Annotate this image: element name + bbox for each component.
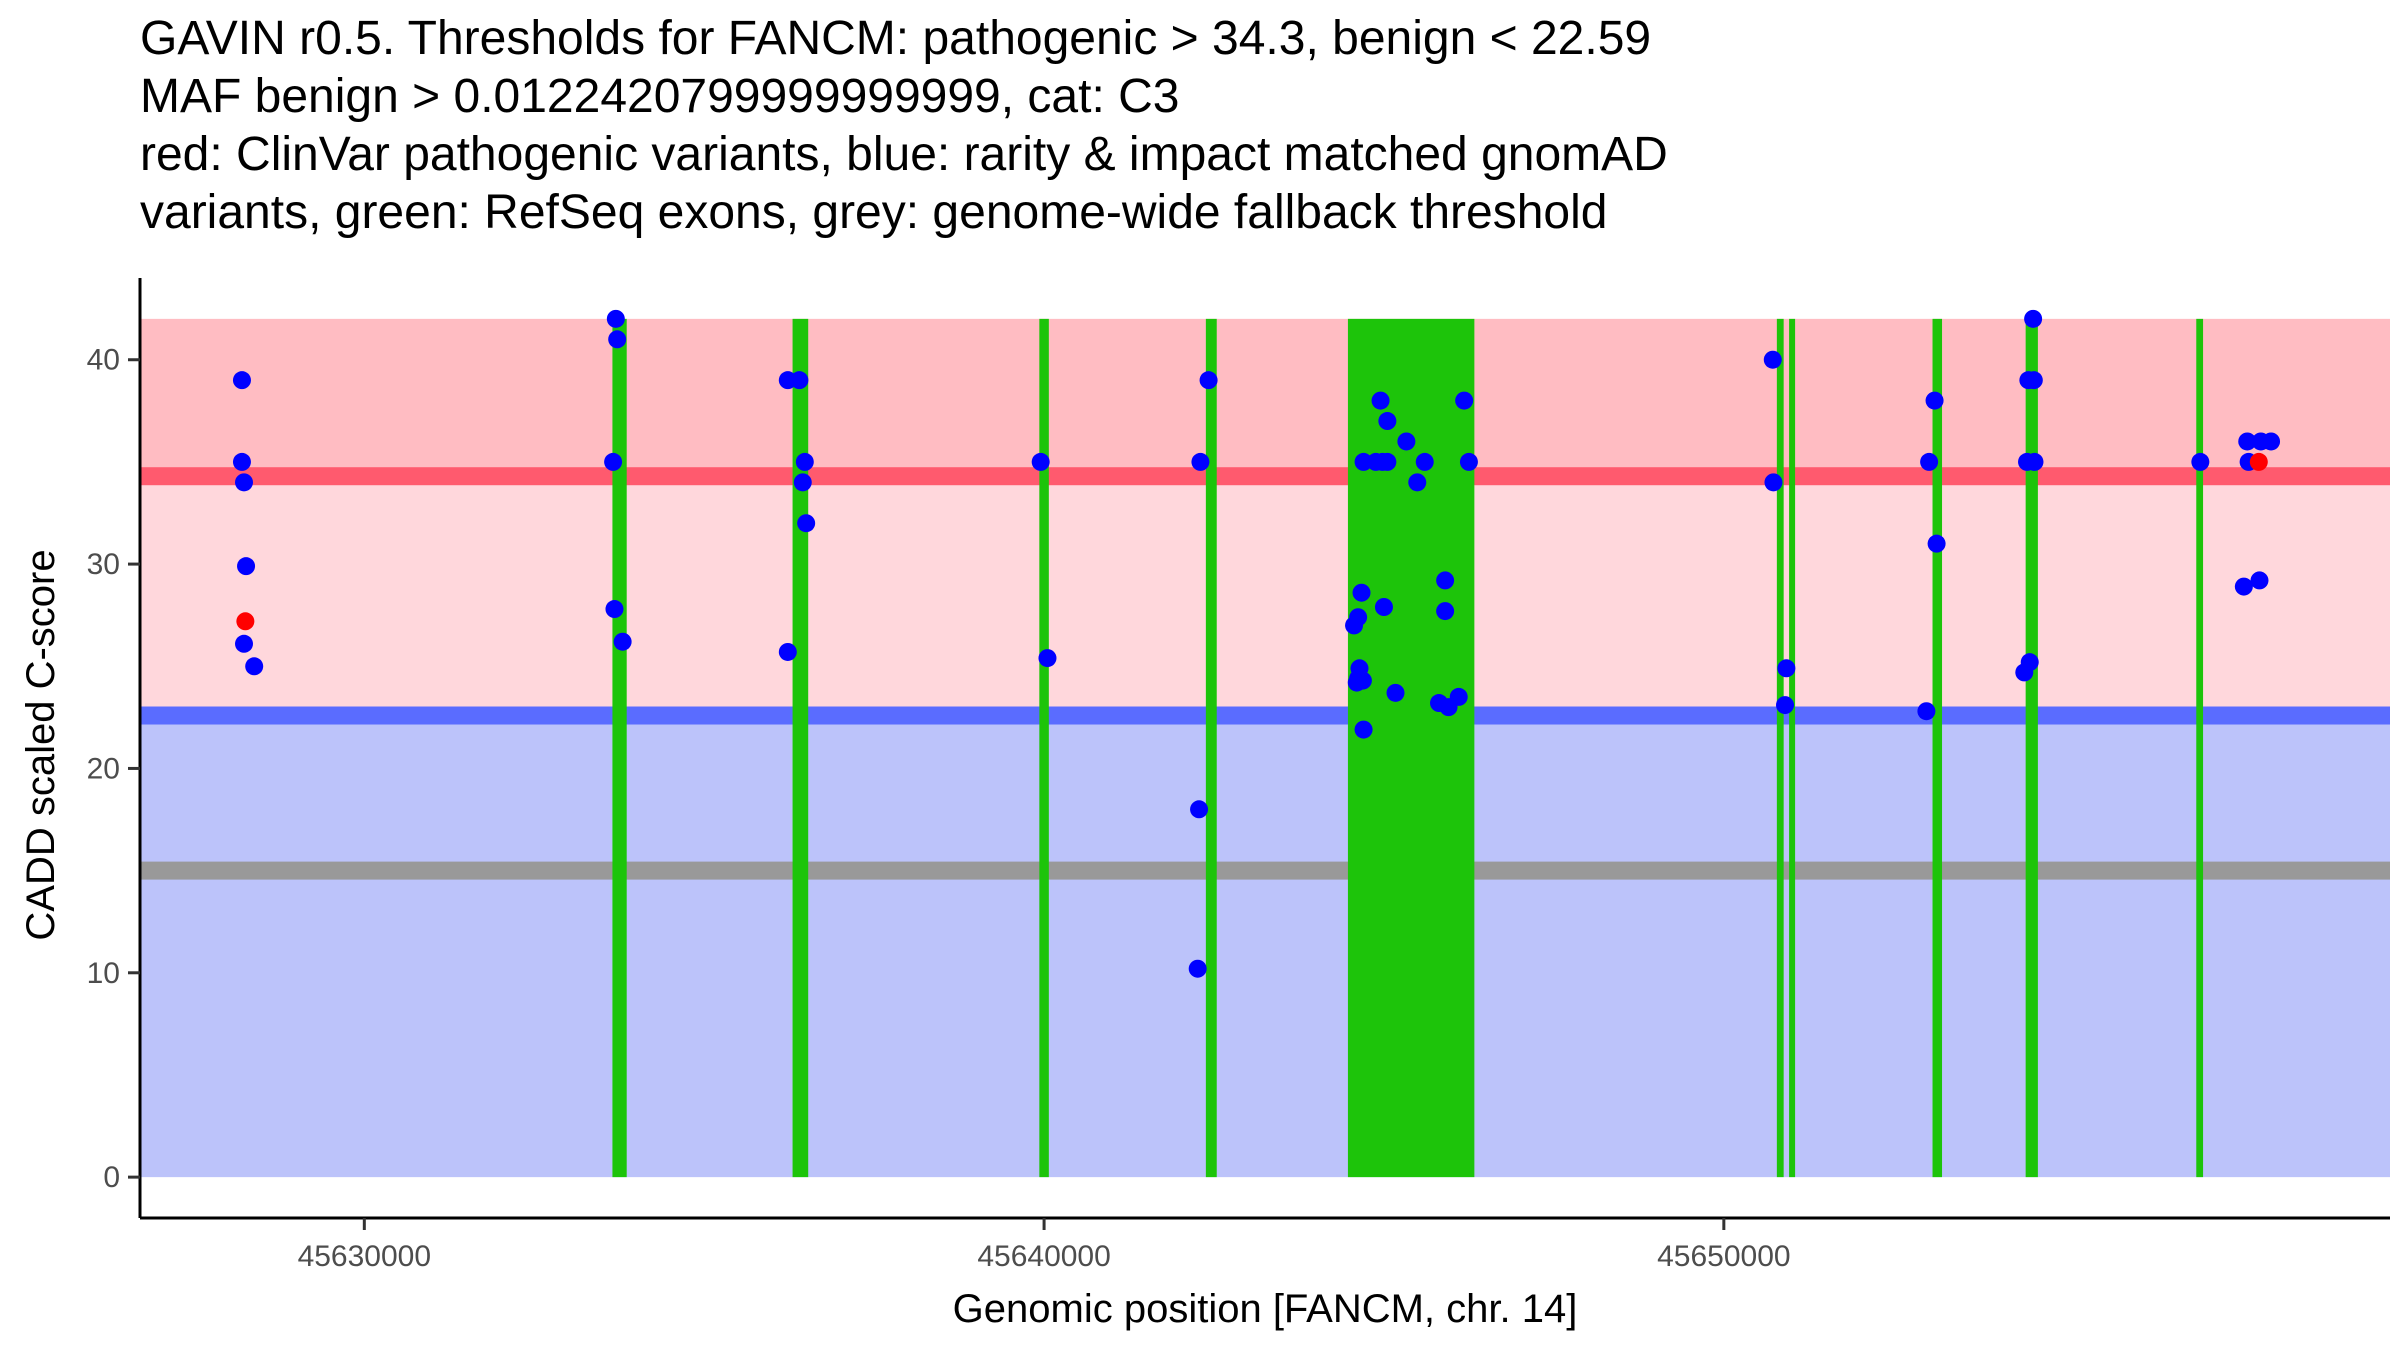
gnomad-variant-point [2025,452,2044,471]
gnomad-variant-point [1777,659,1796,678]
gnomad-variant-point [1920,452,1939,471]
exon-bar [1205,318,1217,1178]
chart-title-line-1: GAVIN r0.5. Thresholds for FANCM: pathog… [140,12,1652,65]
gnomad-variant-point [1927,534,1946,553]
gnomad-variant-point [2238,432,2257,451]
y-tick-label: 10 [87,957,120,990]
gnomad-variant-point [1188,959,1207,978]
exon-bar [1932,318,1943,1178]
gnomad-variant-point [232,452,251,471]
y-tick-label: 30 [87,548,120,581]
gnomad-variant-point [1345,616,1364,635]
pathogenic-threshold-line [140,467,2390,486]
gnomad-variant-point [1354,720,1373,739]
gnomad-variant-point [1031,452,1050,471]
gnomad-variant-point [613,632,632,651]
gnomad-variant-point [1397,432,1416,451]
exon-bar [2025,318,2038,1178]
gnomad-variant-point [2024,371,2043,390]
gnomad-variant-point [2191,452,2210,471]
gnomad-variant-point [1917,702,1936,721]
benign-band [140,715,2390,1178]
gnomad-variant-point [1436,571,1455,590]
y-axis-title: CADD scaled C-score [19,549,63,940]
exon-bar [2196,318,2204,1178]
gnomad-variant-point [606,309,625,328]
gnomad-variant-point [1199,371,1218,390]
gnomad-variant-point [1190,800,1209,819]
gnomad-variant-point [1455,391,1474,410]
gnomad-variant-point [1191,452,1210,471]
y-tick-label: 0 [103,1161,120,1194]
y-tick-label: 40 [87,344,120,377]
gnomad-variant-point [790,371,809,390]
chart-title: GAVIN r0.5. Thresholds for FANCM: pathog… [140,10,1668,242]
gnomad-variant-point [605,600,624,619]
gnomad-variant-point [608,330,627,349]
exon-bar [792,318,809,1178]
axes: 0 10 20 30 40 45630000 45640000 45650000 [87,278,2390,1273]
gnomad-variant-point [1378,452,1397,471]
exon-bar [1039,318,1049,1178]
gnomad-variant-point [1354,452,1373,471]
gnomad-variant-point [2250,571,2269,590]
gnomad-variant-point [1374,598,1393,616]
gnomad-variant-point [2262,432,2281,451]
clinvar-pathogenic-point [2249,452,2268,471]
gnomad-variant-point [793,473,812,492]
variant-points [232,309,2281,978]
gnomad-variant-point [1776,696,1795,715]
gnomad-variant-point [797,514,816,533]
gnomad-variant-point [604,452,623,471]
gnomad-variant-point [778,642,797,661]
gnomad-variant-point [1763,350,1782,369]
gnomad-variant-point [1459,452,1478,471]
chart-title-line-3: red: ClinVar pathogenic variants, blue: … [140,128,1668,181]
gnomad-variant-point [2024,309,2043,328]
gnomad-variant-point [1408,473,1427,492]
x-tick-label: 45640000 [977,1240,1110,1273]
fallback-threshold-line [140,861,2390,880]
gnomad-variant-point [1415,452,1434,471]
gnomad-variant-point [235,473,254,492]
gnomad-variant-point [1352,583,1371,602]
gnomad-variant-point [1436,602,1455,621]
gnomad-variant-point [2015,663,2034,682]
pathogenic-band [140,318,2390,477]
gnomad-variant-point [1378,412,1397,431]
x-tick-label: 45650000 [1657,1240,1790,1273]
chart-title-line-2: MAF benign > 0.0122420799999999999, cat:… [140,70,1180,123]
grey-zone-band [140,476,2390,716]
gnomad-variant-point [245,657,264,676]
x-axis-title: Genomic position [FANCM, chr. 14] [953,1287,1578,1331]
gnomad-variant-point [235,634,254,653]
gnomad-variant-point [232,371,251,390]
gnomad-variant-point [1038,649,1057,668]
threshold-bands [140,318,2390,1178]
gnomad-variant-point [1449,687,1468,706]
exon-bar [1789,318,1796,1178]
gnomad-variant-point [237,557,256,576]
gnomad-variant-point [2234,577,2253,596]
clinvar-pathogenic-point [236,612,255,631]
gnomad-variant-point [1386,683,1405,702]
x-tick-label: 45630000 [298,1240,431,1273]
benign-threshold-line [140,706,2390,725]
gnomad-variant-point [1371,391,1390,410]
exon-bar [612,318,627,1178]
gnomad-variant-point [1347,673,1366,692]
y-tick-label: 20 [87,752,120,785]
gnomad-variant-point [1925,391,1944,410]
gnomad-variant-point [1764,473,1783,492]
exon-bar [1776,318,1784,1178]
gnomad-variant-point [795,452,814,471]
chart-title-line-4: variants, green: RefSeq exons, grey: gen… [140,186,1608,239]
